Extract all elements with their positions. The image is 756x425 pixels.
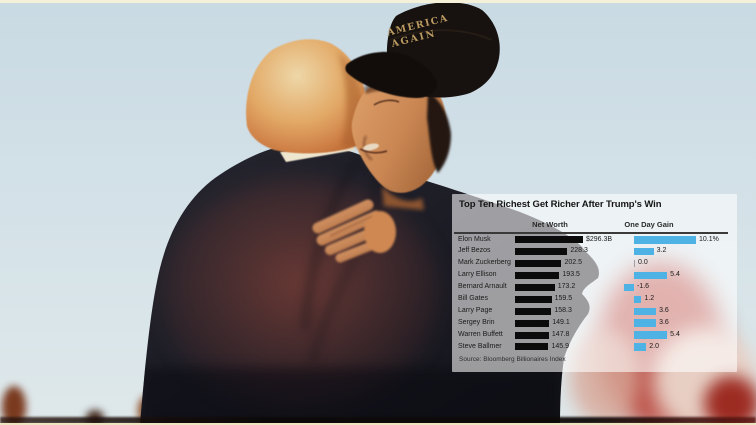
chart-row: Steve Ballmer 145.9 2.0 [452,341,737,353]
billionaire-name: Sergey Brin [458,318,495,326]
header-divider [454,232,728,234]
one-day-gain-value: 1.2 [644,295,655,303]
net-worth-bar [515,283,555,291]
one-day-gain-value: 10.1% [699,235,719,243]
chart-row: Bill Gates 159.5 1.2 [452,293,737,305]
net-worth-bar [515,331,549,339]
billionaire-name: Larry Page [458,306,493,314]
one-day-gain-bar [634,307,657,315]
net-worth-bar [515,343,549,351]
billionaire-name: Bill Gates [458,295,488,303]
bottom-dark-strip [0,417,756,424]
chart-row: Larry Page 158.3 3.6 [452,305,737,317]
net-worth-value: 158.3 [554,306,572,314]
column-header-net-worth: Net Worth [532,220,568,229]
one-day-gain-bar [634,343,647,351]
chart-source: Source: Bloomberg Billionaires Index [459,356,566,363]
one-day-gain-value: 3.6 [659,318,669,326]
billionaires-chart-panel: Top Ten Richest Get Richer After Trump's… [452,194,737,372]
one-day-gain-bar [634,236,696,244]
net-worth-bar [515,272,560,280]
billionaire-name: Jeff Bezos [458,247,491,255]
one-day-gain-value: 2.0 [649,342,659,350]
chart-title: Top Ten Richest Get Richer After Trump's… [459,199,662,210]
chart-row: Jeff Bezos 228.3 3.2 [452,246,737,258]
billionaire-name: Warren Buffett [458,330,503,338]
trump-hair [246,39,368,154]
net-worth-value: 147.8 [551,330,570,338]
musk-hand [312,199,396,263]
net-worth-value: 202.5 [564,259,582,267]
billionaire-name: Steve Ballmer [458,342,502,350]
one-day-gain-bar [634,319,657,327]
column-header-one-day-gain: One Day Gain [624,220,674,229]
net-worth-value: 173.2 [557,283,576,291]
billionaire-name: Mark Zuckerberg [458,259,511,267]
one-day-gain-bar [634,271,668,280]
image-border-top [0,0,756,3]
one-day-gain-value: 3.2 [656,247,667,255]
net-worth-bar [515,236,583,244]
trump-musk-silhouette [140,142,599,425]
image-border-bottom [0,423,756,425]
net-worth-value: $296.3B [586,235,613,243]
one-day-gain-value: -1.6 [637,283,650,291]
chart-row: Bernard Arnault 173.2 -1.6 [452,282,737,294]
net-worth-value: 145.9 [551,342,569,350]
one-day-gain-value: 5.4 [670,330,680,338]
net-worth-bar [515,260,562,268]
net-worth-bar [515,295,552,303]
one-day-gain-bar [634,331,668,339]
chart-row: Larry Ellison 193.5 5.4 [452,270,737,282]
billionaire-name: Bernard Arnault [458,283,507,291]
crowd-red-corner [704,376,756,425]
one-day-gain-bar [634,259,635,268]
one-day-gain-value: 3.6 [659,306,669,314]
chart-row: Elon Musk $296.3B 10.1% [452,234,737,246]
net-worth-value: 228.3 [570,247,588,255]
billionaire-name: Elon Musk [458,235,491,243]
net-worth-value: 159.5 [554,295,573,303]
net-worth-value: 149.1 [552,318,570,326]
net-worth-bar [515,307,552,315]
chart-rows: Elon Musk $296.3B 10.1% Jeff Bezos 228.3 3.2 M… [452,234,737,353]
maga-hat [345,2,500,98]
one-day-gain-bar [624,283,634,292]
net-worth-value: 193.5 [562,271,580,279]
one-day-gain-bar [634,248,654,256]
one-day-gain-value: 0.0 [638,259,648,267]
chart-row: Mark Zuckerberg 202.5 0.0 [452,258,737,270]
billionaire-name: Larry Ellison [458,271,497,279]
net-worth-bar [515,319,550,327]
one-day-gain-bar [634,295,642,304]
one-day-gain-value: 5.4 [670,271,680,279]
chart-row: Sergey Brin 149.1 3.6 [452,317,737,329]
chart-row: Warren Buffett 147.8 5.4 [452,329,737,341]
net-worth-bar [515,248,568,256]
